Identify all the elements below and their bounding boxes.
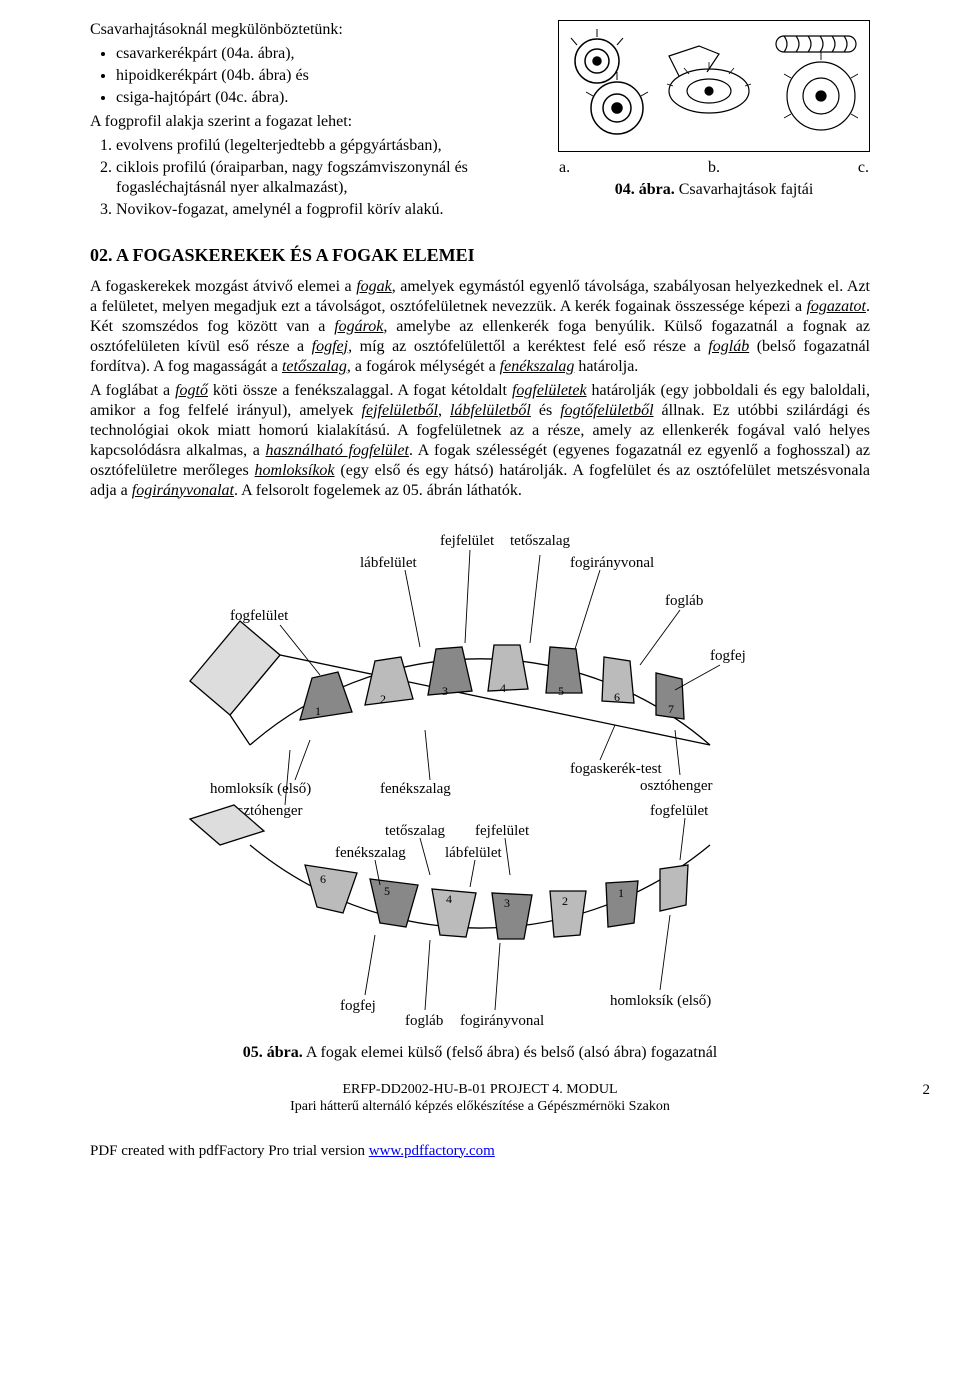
term-tetoszalag: tetőszalag <box>282 358 347 375</box>
lbl: fejfelület <box>440 533 495 549</box>
fig05-caption-rest: A fogak elemei külső (felső ábra) és bel… <box>303 1044 718 1061</box>
lbl: fogfelület <box>650 803 709 819</box>
bullet-item: hipoidkerékpárt (04b. ábra) és <box>116 66 540 86</box>
text: határolja. <box>574 358 638 375</box>
svg-text:1: 1 <box>315 704 321 718</box>
figure-05-caption: 05. ábra. A fogak elemei külső (felső áb… <box>90 1043 870 1063</box>
term-fogfeluletek: fogfelületek <box>512 382 587 399</box>
lbl: lábfelület <box>445 845 502 861</box>
figure-05-image: fejfelület tetőszalag lábfelület fogirán… <box>170 515 790 1035</box>
lbl: fogirányvonal <box>460 1013 544 1029</box>
svg-text:1: 1 <box>618 886 624 900</box>
svg-text:6: 6 <box>614 690 620 704</box>
figure-04-labels: a. b. c. <box>559 158 869 178</box>
term-fogfej: fogfej <box>312 338 348 355</box>
section-02-title: 02. A FOGASKEREKEK ÉS A FOGAK ELEMEI <box>90 244 870 267</box>
text: A fogaskerekek mozgást átvivő elemei a <box>90 278 356 295</box>
svg-text:4: 4 <box>500 681 506 695</box>
fig04-label-a: a. <box>559 158 570 178</box>
text: A foglábat a <box>90 382 175 399</box>
footer-line-1: ERFP-DD2002-HU-B-01 PROJECT 4. MODUL <box>90 1081 870 1099</box>
intro-line: Csavarhajtásoknál megkülönböztetünk: <box>90 20 540 40</box>
figure-05: fejfelület tetőszalag lábfelület fogirán… <box>90 515 870 1063</box>
lbl: homloksík (első) <box>610 993 711 1009</box>
num-item: Novikov-fogazat, amelynél a fogprofil kö… <box>116 200 540 220</box>
svg-text:5: 5 <box>384 884 390 898</box>
svg-text:3: 3 <box>442 684 448 698</box>
intro-block: Csavarhajtásoknál megkülönböztetünk: csa… <box>90 20 540 222</box>
lbl: fejfelület <box>475 823 530 839</box>
body-para-2: A foglábat a fogtő köti össze a fenéksza… <box>90 381 870 501</box>
bullet-item: csiga-hajtópárt (04c. ábra). <box>116 88 540 108</box>
body-para-1: A fogaskerekek mozgást átvivő elemei a f… <box>90 277 870 377</box>
lbl: fogaskerék-test <box>570 761 662 777</box>
term-foglab: fogláb <box>708 338 749 355</box>
figure-04-caption: 04. ábra. Csavarhajtások fajtái <box>558 180 870 200</box>
fig05-caption-bold: 05. ábra. <box>243 1044 303 1061</box>
fig04-label-c: c. <box>858 158 869 178</box>
lbl: tetőszalag <box>510 533 570 549</box>
svg-text:5: 5 <box>558 684 564 698</box>
num-item: evolvens profilú (legelterjedtebb a gépg… <box>116 136 540 156</box>
page-footer: ERFP-DD2002-HU-B-01 PROJECT 4. MODUL Ipa… <box>90 1081 870 1116</box>
lbl: fenékszalag <box>380 781 451 797</box>
lbl: lábfelület <box>360 555 417 571</box>
text: , <box>438 402 450 419</box>
term-fogarok: fogárok <box>334 318 383 335</box>
svg-text:2: 2 <box>380 692 386 706</box>
page-number: 2 <box>923 1081 931 1100</box>
lbl: fogfej <box>710 648 746 664</box>
fig04-caption-rest: Csavarhajtások fajtái <box>675 181 814 198</box>
lbl: homloksík (első) <box>210 781 311 797</box>
lbl: tetőszalag <box>385 823 445 839</box>
svg-text:4: 4 <box>446 892 452 906</box>
text: , a fogárok mélységét a <box>347 358 500 375</box>
svg-text:2: 2 <box>562 894 568 908</box>
term-fogtofeluletbol: fogtőfelületből <box>560 402 653 419</box>
term-fogazatot: fogazatot <box>806 298 866 315</box>
fig04-label-b: b. <box>708 158 720 178</box>
term-fogto: fogtő <box>175 382 208 399</box>
term-homloksik: homloksíkok <box>255 462 335 479</box>
text: és <box>531 402 560 419</box>
lbl: osztóhenger <box>640 778 712 794</box>
svg-text:3: 3 <box>504 896 510 910</box>
para2: A fogprofil alakja szerint a fogazat leh… <box>90 112 540 132</box>
figure-04: a. b. c. 04. ábra. Csavarhajtások fajtái <box>558 20 870 200</box>
svg-text:6: 6 <box>320 872 326 886</box>
pdf-factory-line: PDF created with pdfFactory Pro trial ve… <box>90 1142 870 1161</box>
term-fogiranyvonalat: fogirányvonalat <box>132 482 234 499</box>
fig04-caption-bold: 04. ábra. <box>615 181 675 198</box>
text: köti össze a fenékszalaggal. A fogat két… <box>208 382 512 399</box>
pdf-prefix: PDF created with pdfFactory Pro trial ve… <box>90 1143 369 1159</box>
term-fejfeluletbol: fejfelületből <box>362 402 438 419</box>
numbered-list: evolvens profilú (legelterjedtebb a gépg… <box>90 136 540 220</box>
svg-text:7: 7 <box>668 702 674 716</box>
term-labfeluletbol: lábfelületből <box>450 402 531 419</box>
gear-pair-b-icon <box>659 26 759 146</box>
figure-04-image <box>558 20 870 152</box>
gear-pair-c-icon <box>766 26 866 146</box>
lbl: fogfelület <box>230 608 289 624</box>
bullet-list: csavarkerékpárt (04a. ábra), hipoidkerék… <box>90 44 540 108</box>
gear-pair-a-icon <box>562 26 652 146</box>
lbl: fogirányvonal <box>570 555 654 571</box>
lbl: fenékszalag <box>335 845 406 861</box>
pdf-factory-link[interactable]: www.pdffactory.com <box>369 1143 495 1159</box>
bullet-item: csavarkerékpárt (04a. ábra), <box>116 44 540 64</box>
num-item: ciklois profilú (óraiparban, nagy fogszá… <box>116 158 540 198</box>
lbl: fogfej <box>340 998 376 1014</box>
lbl: fogláb <box>405 1013 443 1029</box>
term-hasznalhato: használható fogfelület <box>266 442 409 459</box>
text: . A felsorolt fogelemek az 05. ábrán lát… <box>234 482 522 499</box>
term-fenekszalag: fenékszalag <box>500 358 575 375</box>
text: , míg az osztófelülettől a keréktest fel… <box>348 338 708 355</box>
term-fogak: fogak <box>356 278 392 295</box>
lbl: fogláb <box>665 593 703 609</box>
footer-line-2: Ipari hátterű alternáló képzés előkészít… <box>90 1098 870 1116</box>
